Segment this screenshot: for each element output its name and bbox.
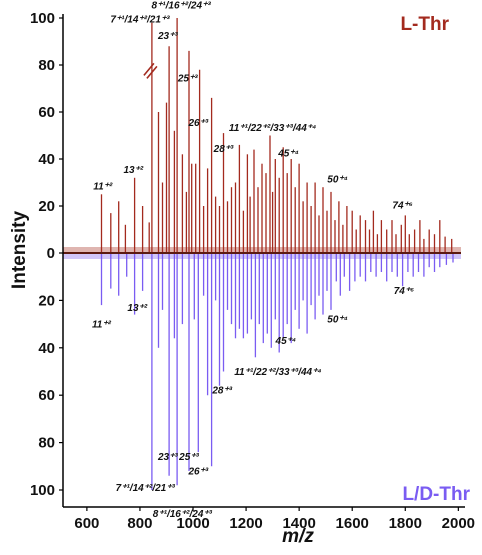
annotation-bottom-21: 26⁺³ [187, 466, 208, 477]
annotation-bottom-17: 11⁺¹/22⁺²/33⁺³/44⁺⁴ [234, 367, 321, 378]
x-tick-label-3: 1200 [229, 515, 262, 532]
annotation-top-10: 11⁺² [93, 182, 113, 193]
y-tick-label-bottom-4: 100 [30, 482, 55, 499]
annotation-bottom-16: 45⁺⁴ [275, 336, 297, 347]
x-tick-label-4: 1400 [282, 515, 315, 532]
annotation-bottom-12: 11⁺² [92, 319, 112, 330]
x-axis-title: m/z [282, 526, 314, 547]
x-tick-label-6: 1800 [389, 515, 422, 532]
y-axis-title: Intensity [9, 211, 30, 290]
axes [59, 14, 465, 511]
tick-labels: 0 20 40 60 80 100 20 40 60 80 100 600 800 1000 1200 140… [30, 10, 475, 532]
y-tick-label-bottom-2: 60 [38, 387, 55, 404]
l-thr-noise-band [63, 247, 461, 253]
annotation-bottom-22: 7⁺¹/14⁺²/21⁺³ [116, 483, 176, 494]
x-tick-label-7: 2000 [442, 515, 475, 532]
annotation-bottom-20: 25⁺³ [178, 452, 199, 463]
y-tick-label-top-1: 20 [38, 198, 55, 215]
annotation-top-8: 50⁺⁴ [327, 175, 348, 186]
annotation-top-5: 28⁺³ [213, 144, 234, 155]
ld-thr-peaks [63, 253, 461, 490]
y-tick-label-top-2: 40 [38, 151, 55, 168]
x-tick-label-5: 1600 [336, 515, 369, 532]
axis-break-mark-2 [146, 65, 158, 79]
series-label-ld-thr: L/D-Thr [402, 484, 470, 505]
y-tick-label-top-3: 60 [38, 104, 55, 121]
y-tick-label-top-0: 0 [47, 245, 55, 262]
axis-break-mark-1 [143, 62, 155, 76]
l-thr-peaks [63, 18, 461, 253]
x-tick-label-0: 600 [74, 515, 99, 532]
annotation-top-2: 23⁺³ [157, 31, 178, 42]
series-label-l-thr: L-Thr [400, 14, 449, 35]
y-tick-label-bottom-1: 40 [38, 340, 55, 357]
annotation-top-3: 25⁺³ [177, 73, 198, 84]
y-tick-label-bottom-0: 20 [38, 292, 55, 309]
annotation-top-7: 45⁺⁴ [277, 149, 299, 160]
annotation-top-6: 11⁺¹/22⁺²/33⁺³/44⁺⁴ [229, 123, 316, 134]
x-tick-label-1: 800 [127, 515, 152, 532]
annotation-top-1: 8⁺¹/16⁺²/24⁺³ [151, 1, 211, 12]
peak-annotations: 7⁺¹/14⁺²/21⁺³8⁺¹/16⁺²/24⁺³23⁺³25⁺³26⁺³28… [92, 1, 414, 520]
annotation-bottom-15: 50⁺⁴ [327, 315, 348, 326]
annotation-bottom-14: 74⁺⁶ [394, 286, 414, 297]
annotation-top-0: 7⁺¹/14⁺²/21⁺³ [110, 15, 170, 26]
y-tick-label-bottom-3: 80 [38, 435, 55, 452]
annotation-bottom-18: 28⁺³ [211, 386, 232, 397]
annotation-bottom-23: 8⁺¹/16⁺²/24⁺³ [153, 509, 213, 520]
annotation-bottom-19: 23⁺³ [157, 452, 178, 463]
ld-thr-noise-band [63, 254, 461, 259]
annotation-top-9: 74⁺⁶ [392, 200, 412, 211]
x-tick-label-2: 1000 [176, 515, 209, 532]
annotation-top-4: 26⁺³ [187, 118, 208, 129]
y-tick-label-top-5: 100 [30, 10, 55, 27]
y-tick-label-top-4: 80 [38, 57, 55, 74]
annotation-bottom-13: 13⁺² [127, 303, 147, 314]
annotation-top-11: 13⁺² [123, 165, 143, 176]
